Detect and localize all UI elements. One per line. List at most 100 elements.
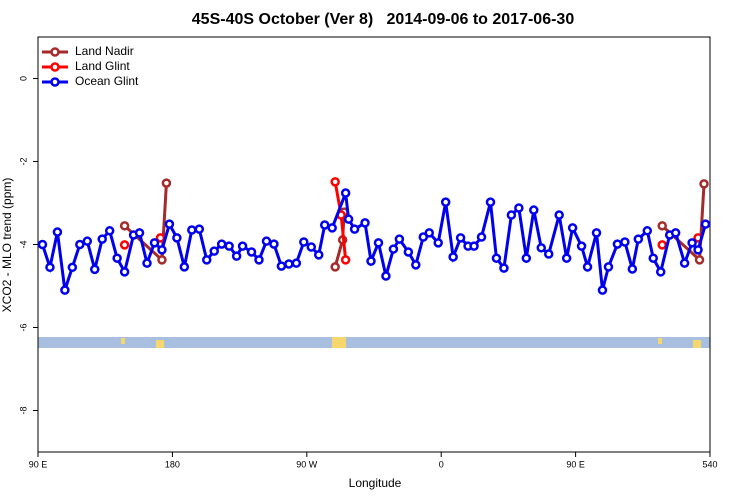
- surface-strip: [38, 337, 710, 348]
- point: [536, 243, 547, 253]
- point: [119, 267, 130, 277]
- point: [82, 236, 93, 246]
- chart-title: 45S-40S October (Ver 8) 2014-09-06 to 20…: [192, 11, 575, 28]
- point: [381, 271, 391, 281]
- point: [620, 237, 630, 247]
- point: [142, 258, 152, 268]
- point: [224, 241, 234, 251]
- point: [75, 239, 85, 250]
- point: [693, 245, 703, 255]
- point: [521, 253, 532, 263]
- point: [67, 262, 78, 273]
- point: [60, 285, 70, 295]
- point: [491, 253, 502, 263]
- point: [104, 226, 115, 236]
- ocean-strip: [38, 337, 710, 348]
- point: [306, 242, 317, 252]
- point: [476, 232, 487, 242]
- point: [164, 219, 175, 229]
- y-tick-label: -4: [18, 240, 28, 248]
- point: [157, 255, 167, 265]
- point: [231, 251, 242, 261]
- point: [403, 247, 414, 257]
- point: [291, 258, 302, 268]
- point: [330, 177, 340, 187]
- point: [411, 260, 421, 270]
- point: [679, 258, 690, 268]
- point: [276, 261, 287, 271]
- land-strip: [156, 340, 164, 348]
- point: [340, 255, 351, 265]
- point: [179, 262, 190, 272]
- point: [373, 238, 384, 248]
- point: [194, 224, 205, 234]
- point: [246, 247, 257, 257]
- point: [455, 233, 466, 243]
- point: [699, 179, 709, 189]
- point: [349, 224, 360, 234]
- legend-marker: [50, 62, 60, 72]
- point: [340, 188, 351, 198]
- point: [529, 205, 539, 215]
- plot-frame: [37, 36, 711, 453]
- point: [134, 228, 145, 238]
- point: [612, 239, 623, 249]
- legend-label: Land Glint: [75, 59, 130, 73]
- point: [700, 219, 711, 229]
- point: [567, 223, 578, 233]
- point: [582, 262, 593, 272]
- point: [237, 241, 248, 251]
- point: [254, 255, 264, 265]
- point: [327, 223, 337, 233]
- point: [37, 239, 48, 250]
- point: [149, 238, 160, 248]
- point: [554, 210, 564, 220]
- point: [561, 253, 572, 263]
- point: [627, 264, 638, 274]
- y-axis-label: XCO2 - MLO trend (ppm): [0, 178, 14, 313]
- point: [591, 228, 602, 238]
- point: [119, 221, 130, 231]
- point: [45, 262, 55, 273]
- point: [670, 228, 681, 238]
- x-tick-label: 540: [702, 459, 717, 469]
- y-tick-label: -8: [18, 406, 28, 414]
- legend-marker: [50, 47, 60, 57]
- point: [424, 228, 435, 238]
- point: [506, 210, 517, 220]
- x-tick-label: 90 E: [29, 459, 48, 469]
- point: [172, 233, 182, 243]
- point: [597, 285, 608, 295]
- point: [388, 244, 399, 254]
- point: [394, 234, 405, 244]
- legend-label: Land Nadir: [75, 44, 134, 58]
- point: [603, 262, 614, 272]
- point: [433, 238, 443, 248]
- point: [448, 252, 458, 262]
- point: [499, 263, 509, 273]
- land-strip: [332, 337, 346, 348]
- point: [514, 203, 524, 213]
- point: [52, 227, 63, 237]
- point: [330, 262, 340, 272]
- point: [209, 246, 219, 256]
- point: [543, 249, 554, 259]
- point: [216, 239, 227, 249]
- point: [469, 241, 479, 251]
- land-strip: [658, 338, 662, 344]
- point: [157, 245, 167, 255]
- point: [418, 232, 429, 242]
- point: [97, 234, 107, 244]
- point: [360, 218, 370, 228]
- point: [648, 253, 659, 263]
- point: [366, 256, 376, 266]
- point: [112, 253, 122, 263]
- point: [284, 259, 294, 269]
- point: [269, 239, 279, 249]
- point: [657, 240, 667, 250]
- x-tick-label: 0: [439, 459, 444, 469]
- point: [576, 241, 587, 251]
- x-tick-label: 90 E: [566, 459, 585, 469]
- point: [201, 255, 212, 265]
